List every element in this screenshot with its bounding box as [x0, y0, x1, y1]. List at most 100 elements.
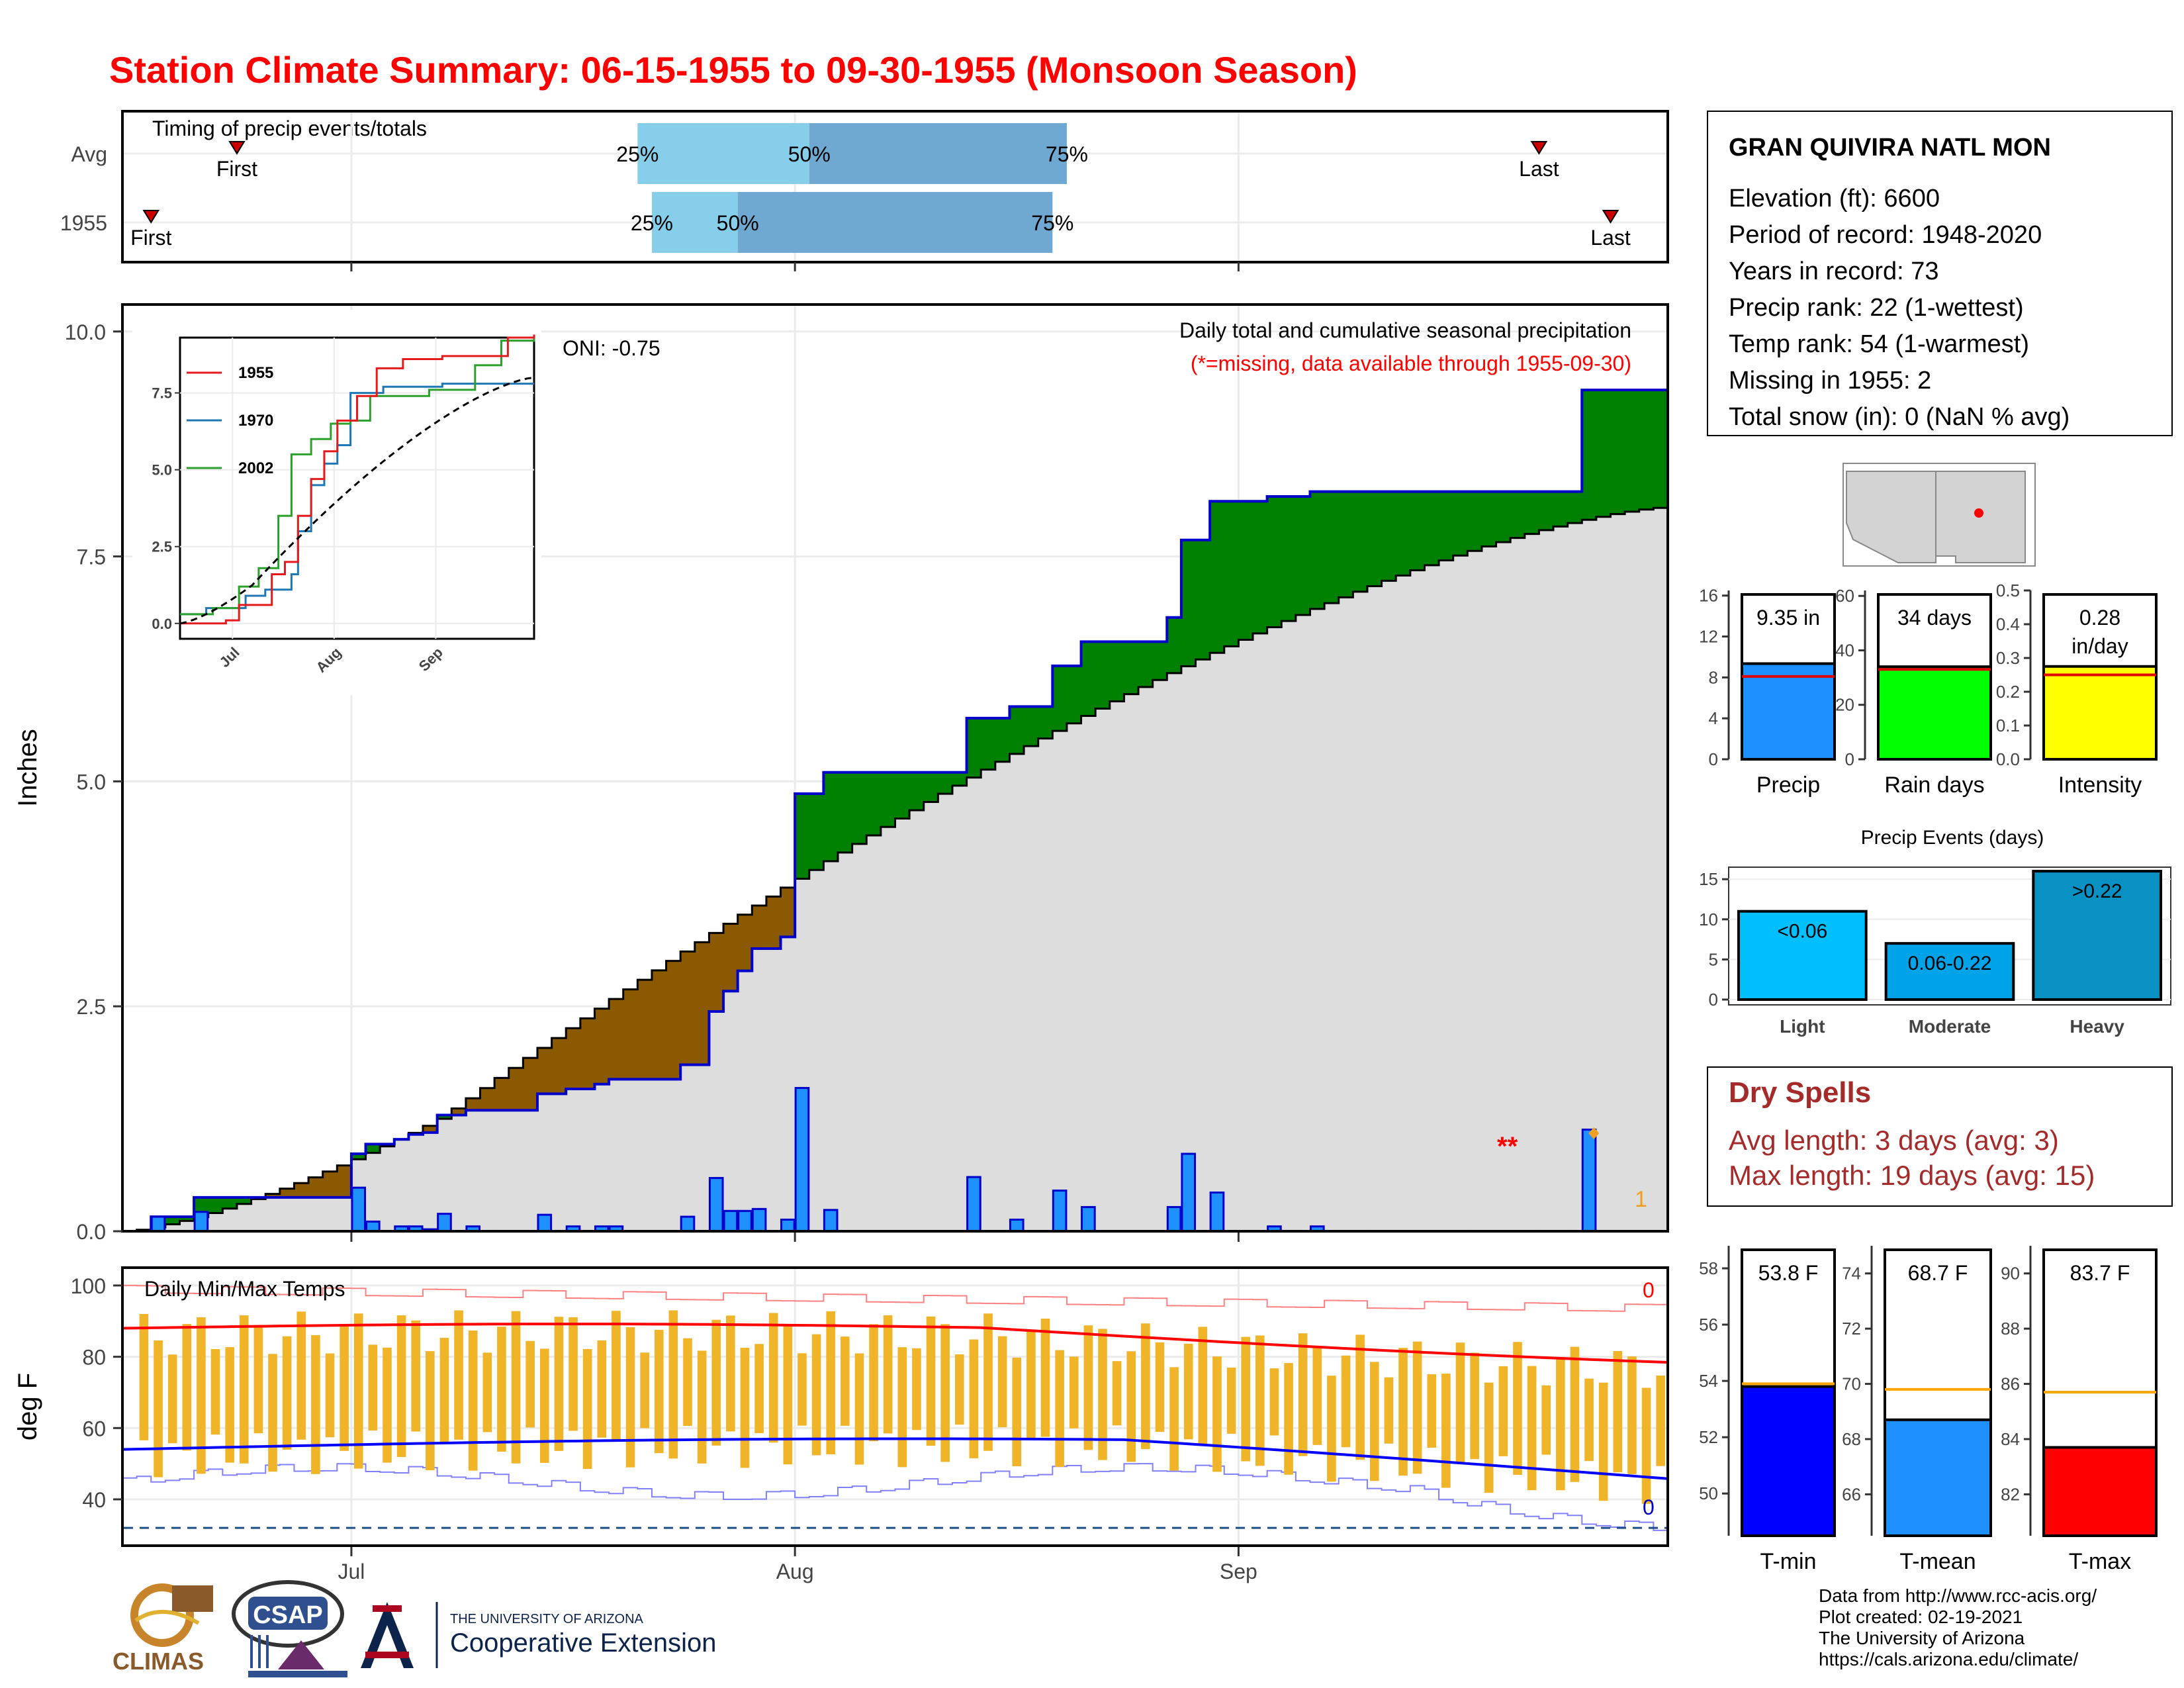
tmax-tick-label: 82 [2001, 1484, 2020, 1504]
below-average-fill [279, 1188, 295, 1197]
rain-days-bar [1877, 665, 1992, 761]
above-average-fill [1467, 491, 1482, 551]
avg-cumulative-fill [1081, 716, 1096, 1231]
below-average-fill [480, 1088, 495, 1111]
below-average-fill [337, 1165, 352, 1197]
below-average-fill [737, 914, 752, 971]
tmin-category-label: T-min [1760, 1549, 1817, 1574]
daily-temp-range-bar [783, 1325, 793, 1465]
dry-spells-title: Dry Spells [1729, 1076, 1871, 1109]
daily-temp-range-bar [768, 1313, 778, 1443]
daily-temp-range-bar [668, 1310, 678, 1459]
timing-pct-label: 25% [616, 142, 659, 166]
above-average-fill [823, 772, 839, 862]
above-average-fill [880, 772, 896, 827]
station-line: Total snow (in): 0 (NaN % avg) [1729, 403, 2070, 431]
daily-temp-range-bar [539, 1348, 549, 1463]
tmax-tick-label: 88 [2001, 1319, 2020, 1338]
tmean-tick-label: 70 [1842, 1374, 1861, 1394]
daily-temp-range-bar [1641, 1387, 1651, 1504]
daily-temp-range-bar [811, 1334, 821, 1456]
above-average-fill [1167, 617, 1182, 673]
daily-temp-range-bar [1198, 1327, 1208, 1446]
daily-temp-range-bar [797, 1353, 807, 1426]
daily-temp-range-bar [1441, 1374, 1451, 1488]
daily-temp-range-bar [154, 1340, 163, 1477]
daily-temp-range-bar [983, 1313, 993, 1451]
daily-temp-range-bar [1012, 1357, 1022, 1466]
above-average-fill [1639, 390, 1654, 510]
avg-cumulative-fill [995, 761, 1011, 1231]
above-average-fill [795, 793, 810, 879]
inset-y-tick-label: 5.0 [152, 462, 172, 479]
below-average-fill [637, 980, 653, 1080]
daily-temp-range-bar [1527, 1366, 1537, 1491]
station-line: Period of record: 1948-2020 [1729, 221, 2042, 249]
timing-iqr-high [809, 123, 1067, 184]
avg-cumulative-fill [566, 1089, 581, 1231]
above-average-fill [1195, 539, 1210, 660]
precip-legend-title: Daily total and cumulative seasonal prec… [1179, 318, 1631, 342]
daily-temp-range-bar [1398, 1348, 1408, 1476]
missing-marker: ** [1497, 1132, 1518, 1161]
avg-cumulative-fill [866, 835, 882, 1231]
footer-line: The University of Arizona [1819, 1628, 2025, 1648]
daily-temp-range-bar [197, 1317, 206, 1474]
avg-cumulative-fill [208, 1213, 223, 1231]
precip-tick-label: 16 [1699, 586, 1718, 606]
avg-cumulative-fill [1338, 597, 1353, 1231]
daily-temp-range-bar [454, 1310, 463, 1440]
above-average-fill [1324, 491, 1340, 604]
rain-days-tick-label: 40 [1835, 640, 1854, 660]
precip-value-label: 9.35 in [1756, 606, 1820, 630]
main-precip-chart: 0.02.55.07.510.0 Inches ONI: -0.75 Daily… [13, 303, 1669, 1244]
main-y-tick-label: 5.0 [77, 770, 106, 794]
above-average-fill [1224, 501, 1239, 647]
inset-legend-label: 1955 [238, 364, 273, 382]
csap-logo: CSAP [232, 1580, 347, 1677]
below-average-fill [537, 1048, 553, 1094]
dry-spells-box: Dry Spells Avg length: 3 days (avg: 3) M… [1707, 1066, 2173, 1207]
cumulative-1955-line [122, 389, 1668, 1233]
avg-cumulative-fill [465, 1110, 481, 1231]
avg-cumulative-fill [594, 1084, 610, 1231]
avg-cumulative-fill [1625, 511, 1640, 1231]
tmean-value-label: 68.7 F [1908, 1261, 1968, 1285]
below-average-fill [680, 951, 696, 1065]
above-average-fill [1095, 641, 1111, 709]
intensity-tick-label: 0.0 [1996, 749, 2020, 769]
below-average-fill [651, 970, 667, 1080]
station-location-dot [1974, 508, 1983, 518]
above-average-fill [1310, 491, 1325, 609]
below-average-fill [308, 1177, 324, 1197]
above-average-fill [1038, 706, 1053, 739]
above-average-fill [1124, 641, 1139, 694]
tmean-tick-label: 74 [1842, 1264, 1861, 1284]
avg-cumulative-fill [1281, 621, 1297, 1231]
daily-temp-range-bar [1083, 1325, 1093, 1450]
avg-cumulative-fill [508, 1110, 523, 1231]
footer-line: Plot created: 02-19-2021 [1819, 1607, 2023, 1627]
daily-temp-range-bar [1112, 1361, 1122, 1426]
daily-temp-range-bar [268, 1354, 277, 1472]
avg-cumulative-fill [1295, 614, 1311, 1231]
above-average-fill [1138, 641, 1154, 687]
daily-precip-bar [365, 1220, 381, 1233]
main-y-tick-label: 7.5 [77, 545, 106, 569]
daily-temp-range-bar [569, 1317, 578, 1431]
above-average-fill [1524, 491, 1540, 534]
daily-temp-range-bar [1069, 1356, 1079, 1429]
avg-cumulative-fill [852, 843, 867, 1231]
precip-legend-note: (*=missing, data available through 1955-… [1191, 352, 1631, 375]
rain-days-tick-label: 20 [1835, 695, 1854, 715]
above-average-fill [1381, 491, 1396, 581]
above-average-fill [365, 1144, 381, 1153]
events-tick-label: 5 [1709, 949, 1718, 969]
daily-temp-range-bar [282, 1336, 292, 1450]
above-average-fill [1582, 390, 1597, 520]
tmax-value-label: 83.7 F [2070, 1261, 2130, 1285]
daily-temp-range-bar [697, 1350, 707, 1464]
below-average-fill [723, 923, 739, 992]
above-average-fill [1481, 491, 1497, 547]
